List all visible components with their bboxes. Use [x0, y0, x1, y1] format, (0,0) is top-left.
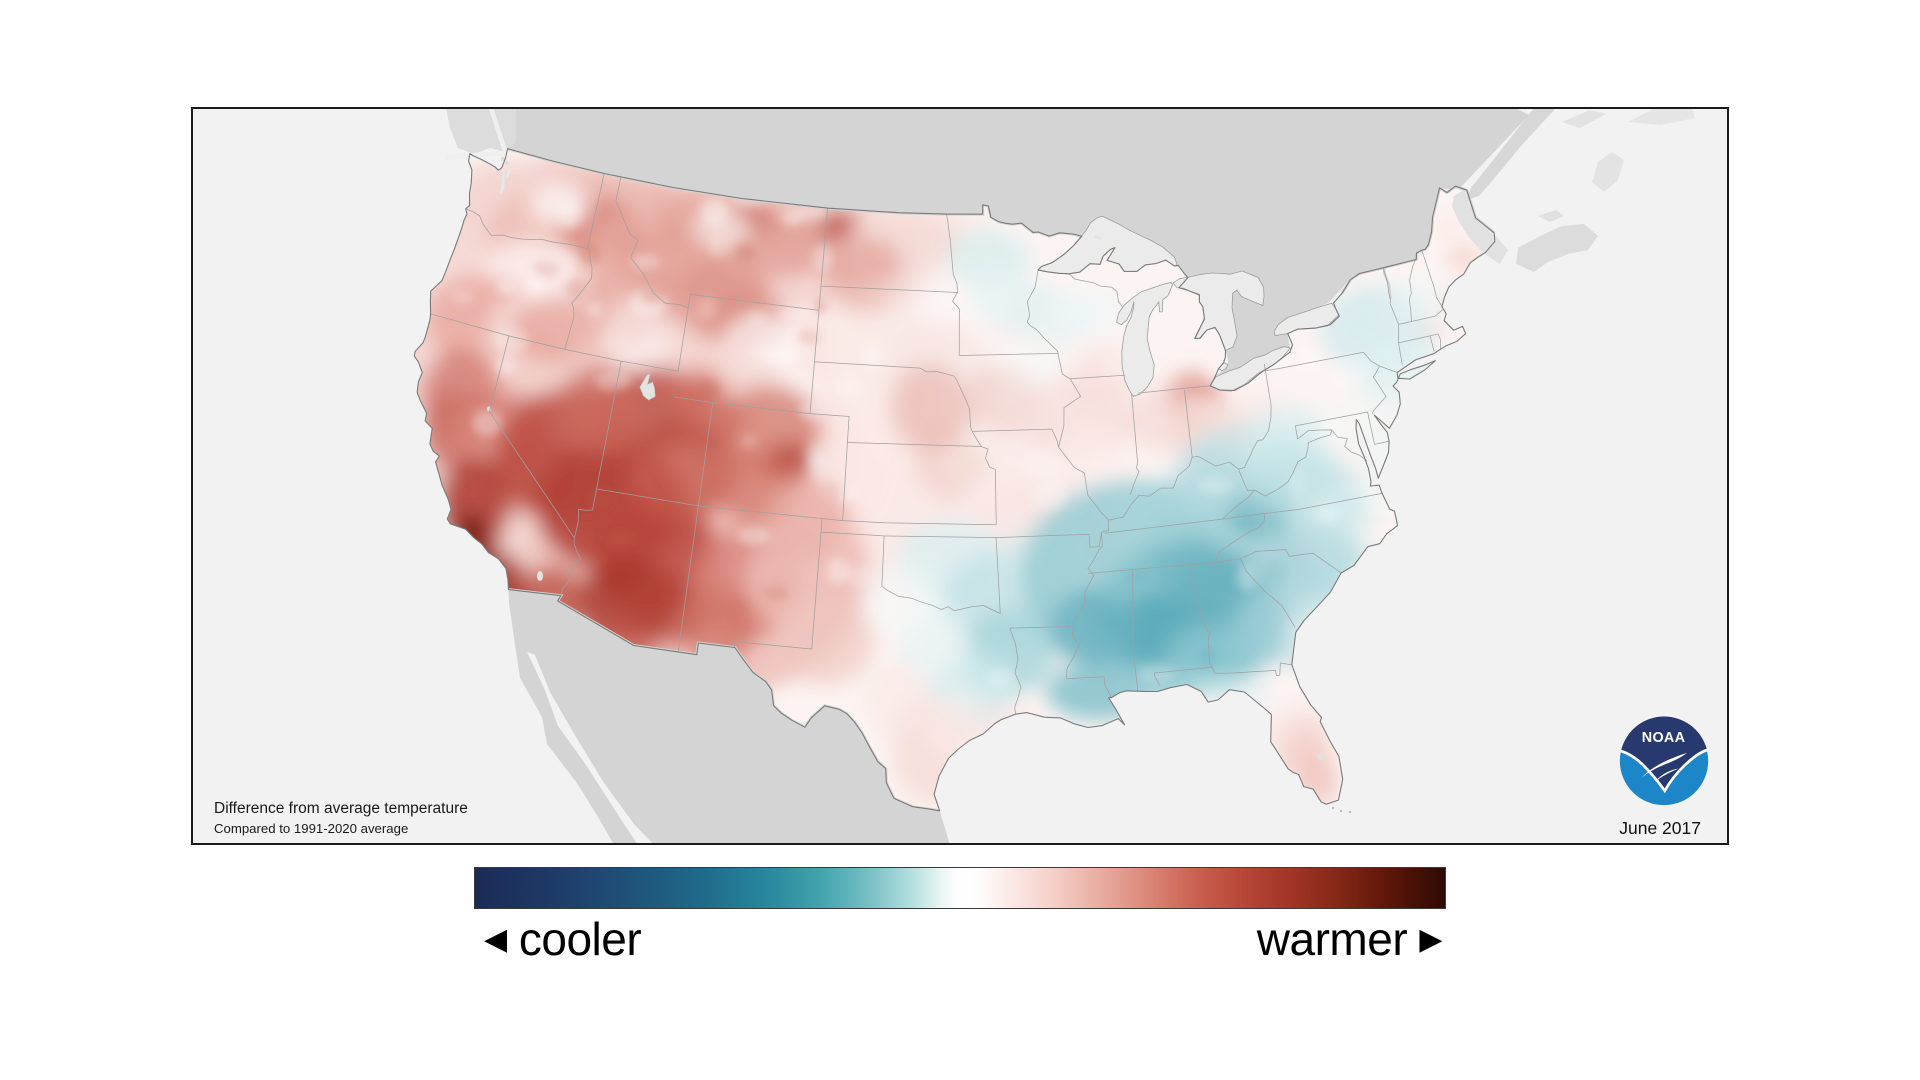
svg-text:NOAA: NOAA [1642, 730, 1686, 746]
